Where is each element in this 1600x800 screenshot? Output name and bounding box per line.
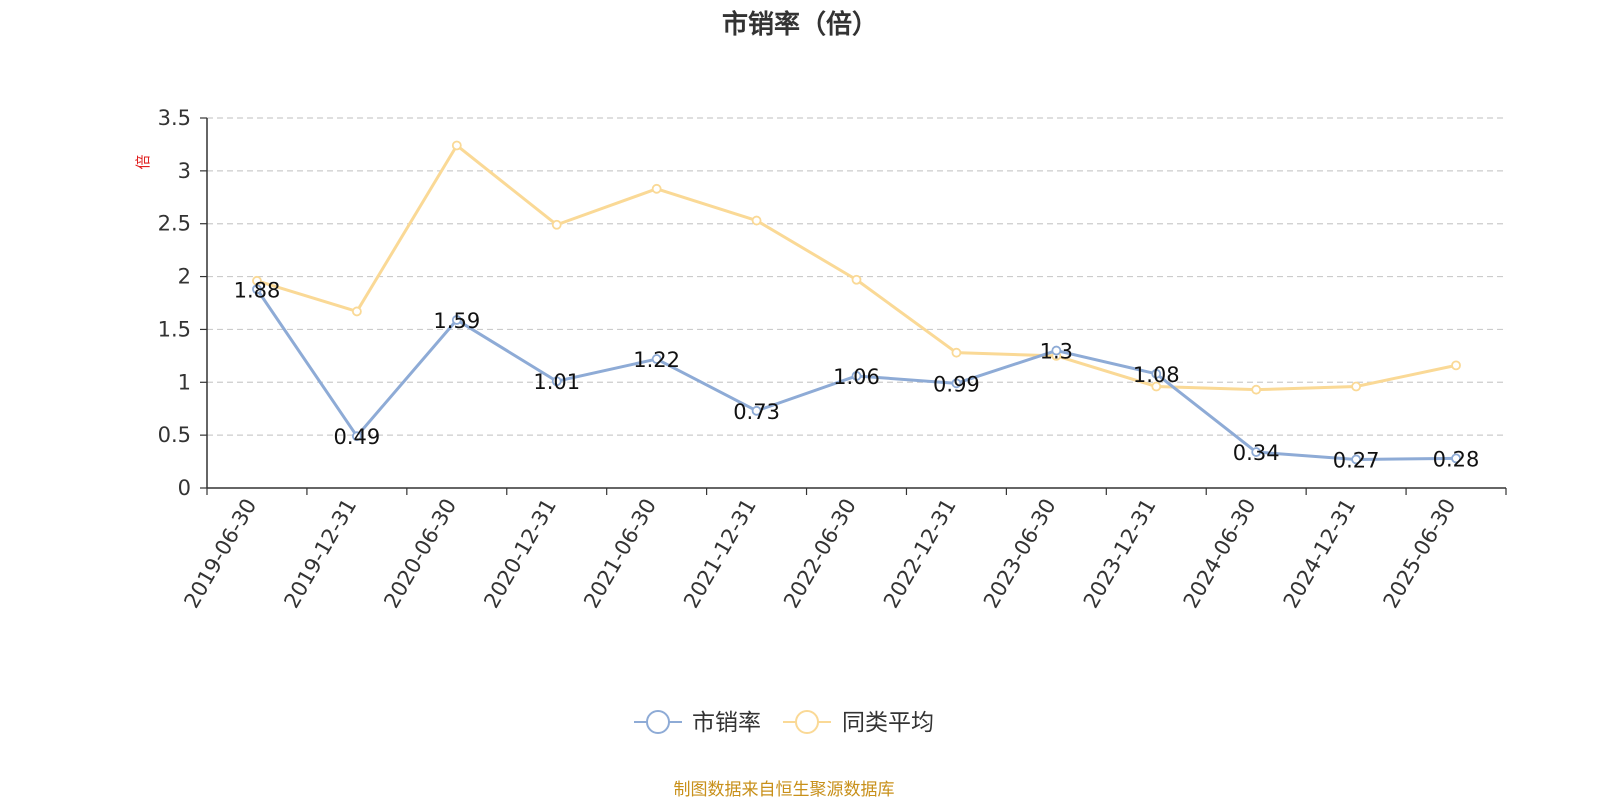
data-point [651, 354, 662, 364]
data-point [551, 376, 562, 387]
y-tick-label: 1 [178, 370, 191, 394]
grid-lines [207, 117, 1506, 436]
data-point [451, 140, 462, 151]
x-tick-label: 2020-06-30 [379, 495, 461, 613]
legend-marker-icon [795, 710, 819, 734]
data-label: 1.3 [1040, 340, 1073, 364]
data-point [751, 215, 762, 226]
x-tick-label: 2023-12-31 [1079, 495, 1161, 613]
data-point [1351, 454, 1362, 465]
legend-marker-icon [646, 710, 670, 734]
series-line-1 [256, 143, 1457, 392]
data-point [951, 378, 962, 389]
y-tick-label: 3 [178, 159, 191, 183]
data-label: 1.08 [1133, 363, 1180, 387]
x-tick-label: 2021-12-31 [679, 495, 761, 613]
x-tick-label: 2025-06-30 [1379, 495, 1461, 613]
legend-label: 市销率 [692, 710, 761, 736]
x-tick-label: 2022-12-31 [879, 495, 961, 613]
data-point [651, 183, 662, 194]
series [252, 140, 1461, 465]
y-axis-unit: 倍 [134, 154, 152, 169]
data-point [1451, 360, 1461, 371]
data-point [1251, 447, 1262, 457]
data-labels: 1.88 0.49 1.59 1.01 1.22 0.73 1.06 0.99 1.3 1.08 0… [234, 278, 1480, 472]
data-label: 0.28 [1433, 447, 1480, 471]
data-point [451, 315, 462, 325]
x-tick-label: 2019-06-30 [179, 495, 261, 613]
y-tick-label: 2.5 [158, 212, 191, 236]
source-note: 制图数据来自恒生聚源数据库 [674, 780, 895, 800]
y-tick-label: 1.5 [158, 317, 191, 341]
data-point [851, 274, 862, 285]
x-tick-label: 2022-06-30 [779, 495, 861, 613]
data-label: 1.01 [533, 370, 580, 394]
data-point [751, 405, 762, 416]
data-point [1151, 368, 1162, 379]
y-tick-label: 2 [178, 265, 191, 289]
data-point [1151, 381, 1162, 392]
data-label: 1.59 [433, 309, 480, 333]
y-tick-label: 3.5 [158, 106, 191, 130]
data-label: 0.99 [933, 372, 980, 396]
chart-title: 市销率（倍） [722, 9, 878, 40]
data-point [551, 219, 562, 230]
y-tick-label: 0.5 [158, 423, 191, 447]
x-tick-label: 2021-06-30 [579, 495, 661, 613]
x-tick-label: 2024-12-31 [1279, 495, 1361, 613]
data-label: 0.73 [733, 400, 780, 424]
data-point [1351, 381, 1362, 392]
data-point [252, 284, 262, 295]
x-tick-label: 2020-12-31 [479, 495, 561, 613]
y-tick-label: 0 [178, 476, 191, 500]
data-label: 0.34 [1233, 441, 1280, 465]
data-label: 0.27 [1333, 448, 1380, 472]
data-label: 0.49 [334, 425, 381, 449]
data-point [1251, 384, 1262, 395]
data-point [351, 306, 362, 317]
data-point [851, 371, 862, 381]
legend-label: 同类平均 [842, 710, 934, 736]
data-point [1451, 453, 1461, 464]
data-point [1051, 345, 1062, 356]
data-label: 1.06 [833, 365, 880, 389]
legend: 市销率 同类平均 [634, 710, 934, 736]
data-point [951, 347, 962, 358]
data-point [351, 431, 362, 442]
data-label: 1.88 [234, 278, 281, 302]
x-tick-label: 2019-12-31 [279, 495, 361, 613]
x-tick-label: 2023-06-30 [979, 495, 1061, 613]
data-label: 1.22 [633, 348, 680, 372]
x-tick-label: 2024-06-30 [1179, 495, 1261, 613]
